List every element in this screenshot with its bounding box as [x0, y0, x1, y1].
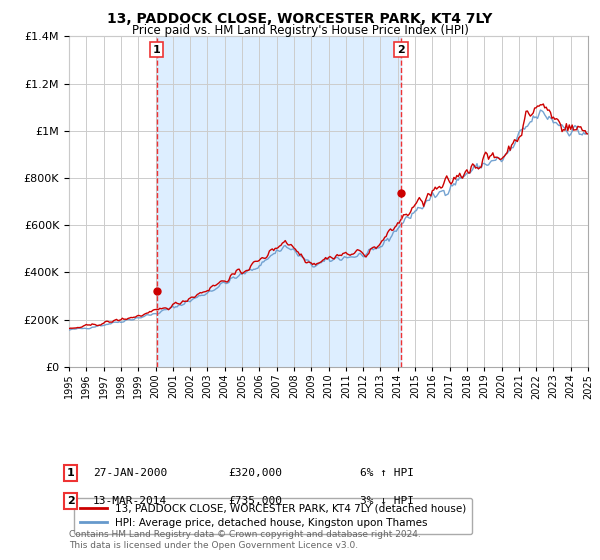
Text: 13-MAR-2014: 13-MAR-2014	[93, 496, 167, 506]
Text: 1: 1	[153, 45, 161, 55]
Text: £320,000: £320,000	[228, 468, 282, 478]
Text: This data is licensed under the Open Government Licence v3.0.: This data is licensed under the Open Gov…	[69, 541, 358, 550]
Text: 6% ↑ HPI: 6% ↑ HPI	[360, 468, 414, 478]
Text: 2: 2	[397, 45, 405, 55]
Text: 1: 1	[67, 468, 74, 478]
Text: £735,000: £735,000	[228, 496, 282, 506]
Bar	[157, 36, 401, 367]
Text: 3% ↓ HPI: 3% ↓ HPI	[360, 496, 414, 506]
Text: Price paid vs. HM Land Registry's House Price Index (HPI): Price paid vs. HM Land Registry's House …	[131, 24, 469, 36]
Text: 27-JAN-2000: 27-JAN-2000	[93, 468, 167, 478]
Text: 2: 2	[67, 496, 74, 506]
Text: Contains HM Land Registry data © Crown copyright and database right 2024.: Contains HM Land Registry data © Crown c…	[69, 530, 421, 539]
Legend: 13, PADDOCK CLOSE, WORCESTER PARK, KT4 7LY (detached house), HPI: Average price,: 13, PADDOCK CLOSE, WORCESTER PARK, KT4 7…	[74, 498, 472, 534]
Text: 13, PADDOCK CLOSE, WORCESTER PARK, KT4 7LY: 13, PADDOCK CLOSE, WORCESTER PARK, KT4 7…	[107, 12, 493, 26]
